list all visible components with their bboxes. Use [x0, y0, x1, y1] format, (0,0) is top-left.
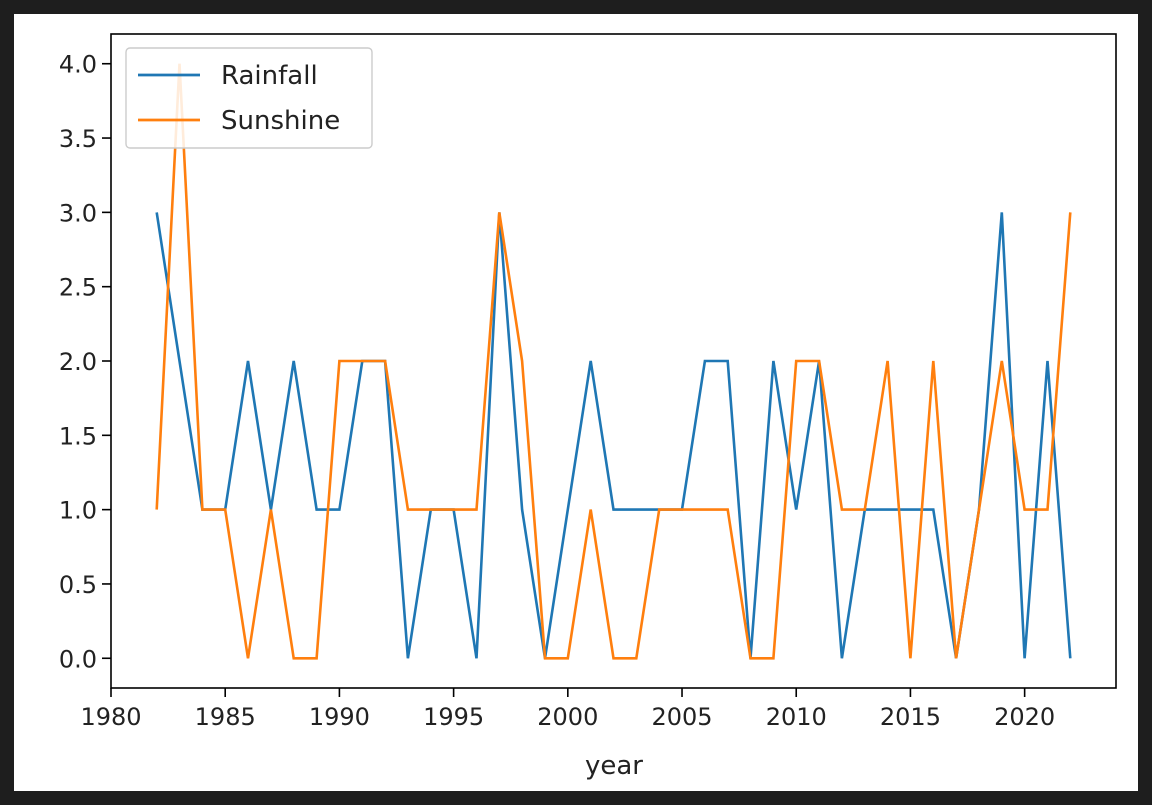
y-tick-label: 0.0 — [59, 645, 97, 673]
x-axis-label: year — [585, 751, 643, 781]
line-chart: 1980 1985 1990 1995 2000 2005 2010 2015 2020 0.0… — [59, 33, 1117, 781]
x-tick-label: 1985 — [195, 703, 256, 731]
y-tick-label: 2.5 — [59, 274, 97, 302]
y-tick-label: 0.5 — [59, 571, 97, 599]
legend-box — [125, 47, 373, 149]
y-tick-label: 1.0 — [59, 497, 97, 525]
series-line-rainfall — [155, 212, 1072, 659]
figure-canvas: 1980 1985 1990 1995 2000 2005 2010 2015 2020 0.0… — [14, 14, 1138, 791]
series-layer — [155, 63, 1072, 660]
y-axis: 0.0 0.5 1.0 1.5 2.0 2.5 3.0 3.5 4.0 — [59, 51, 111, 673]
series-line-sunshine — [155, 63, 1072, 660]
x-tick-label: 2010 — [766, 703, 827, 731]
legend: Rainfall Sunshine — [125, 47, 373, 149]
x-tick-label: 2015 — [880, 703, 941, 731]
y-tick-label: 3.0 — [59, 199, 97, 227]
y-tick-label: 2.0 — [59, 348, 97, 376]
y-tick-label: 1.5 — [59, 422, 97, 450]
x-tick-label: 2005 — [651, 703, 712, 731]
x-axis: 1980 1985 1990 1995 2000 2005 2010 2015 2020 — [80, 688, 1055, 731]
x-tick-label: 1980 — [80, 703, 141, 731]
x-tick-label: 2020 — [994, 703, 1055, 731]
y-tick-label: 4.0 — [59, 51, 97, 79]
legend-label-sunshine: Sunshine — [221, 106, 340, 136]
x-tick-label: 2000 — [537, 703, 598, 731]
legend-label-rainfall: Rainfall — [221, 61, 318, 91]
x-tick-label: 1995 — [423, 703, 484, 731]
x-tick-label: 1990 — [309, 703, 370, 731]
y-tick-label: 3.5 — [59, 125, 97, 153]
